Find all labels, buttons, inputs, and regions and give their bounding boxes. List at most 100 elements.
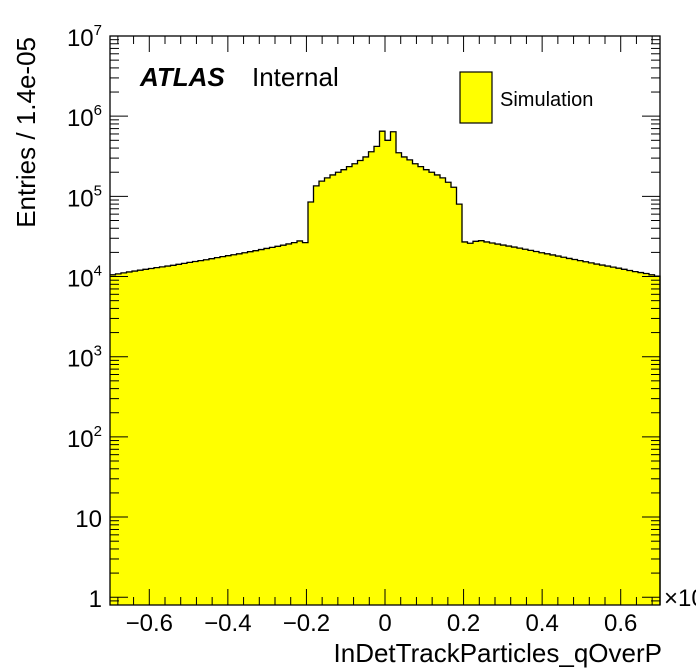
histogram-bin xyxy=(462,241,469,605)
histogram-bin xyxy=(643,273,650,605)
histogram-bin xyxy=(352,163,359,605)
histogram-bin xyxy=(346,166,353,605)
histogram-bin xyxy=(423,169,430,605)
y-tick-label: 10 xyxy=(75,506,102,533)
histogram-bin xyxy=(198,260,205,605)
histogram-bin xyxy=(187,262,194,605)
histogram-bin xyxy=(522,249,529,606)
histogram-bin xyxy=(440,177,447,605)
histogram-bin xyxy=(572,259,579,605)
histogram-bin xyxy=(539,252,546,606)
histogram-bin xyxy=(467,243,474,605)
y-tick-label: 102 xyxy=(67,423,102,453)
histogram-bin xyxy=(297,240,304,605)
y-tick-label: 104 xyxy=(67,263,102,293)
histogram-bin xyxy=(269,247,276,605)
histogram-bin xyxy=(192,261,199,605)
histogram-bin xyxy=(242,252,249,606)
histogram-bin xyxy=(550,254,557,606)
histogram-bin xyxy=(363,156,370,605)
histogram-bin xyxy=(478,240,485,605)
histogram-bin xyxy=(407,159,414,605)
histogram-bin xyxy=(500,245,507,606)
histogram-bin xyxy=(616,268,623,605)
histogram-bin xyxy=(137,270,144,605)
histogram-bin xyxy=(583,261,590,605)
x-tick-label: 0.4 xyxy=(525,610,558,637)
x-tick-labels: −0.6 −0.4 −0.2 0 0.2 0.4 0.6 xyxy=(126,610,638,637)
histogram-outline xyxy=(110,130,661,605)
histogram-bin xyxy=(566,258,573,605)
histogram-bin xyxy=(379,131,386,605)
atlas-label: ATLAS xyxy=(139,62,225,92)
histogram-bin xyxy=(110,274,117,605)
histogram-bin xyxy=(495,244,502,605)
y-tick-label: 107 xyxy=(67,22,102,52)
histogram-bin xyxy=(126,271,133,605)
histogram-bin xyxy=(209,258,216,605)
histogram-bin xyxy=(632,271,639,605)
histogram-bin xyxy=(588,262,595,605)
histogram-bin xyxy=(445,182,452,606)
histogram-bin xyxy=(429,172,436,605)
y-axis-title: Entries / 1.4e-05 xyxy=(11,37,41,228)
histogram-bin xyxy=(506,246,513,606)
histogram-bin xyxy=(176,264,183,605)
y-tick-label: 1 xyxy=(89,586,102,613)
histogram-bin xyxy=(165,266,172,605)
y-tick-label: 103 xyxy=(67,343,102,373)
histogram-bin xyxy=(594,264,601,605)
x-axis-multiplier: ×10 xyxy=(664,585,696,612)
x-tick-label: 0.6 xyxy=(604,610,637,637)
histogram-bin xyxy=(374,146,381,605)
histogram-bin xyxy=(275,246,282,605)
histogram-bin xyxy=(577,260,584,605)
histogram-bin xyxy=(638,272,645,605)
x-tick-label: −0.2 xyxy=(283,610,330,637)
histogram-bin xyxy=(511,247,518,605)
histogram-bin xyxy=(330,174,337,605)
histogram-bin xyxy=(121,272,128,605)
histogram-bin xyxy=(181,263,188,605)
histogram-bin xyxy=(170,265,177,605)
histogram-bin xyxy=(280,245,287,605)
x-tick-label: 0.2 xyxy=(447,610,480,637)
histogram-bin xyxy=(286,243,293,605)
histogram-bin xyxy=(143,269,150,605)
histogram-bin xyxy=(115,273,122,605)
histogram-bin xyxy=(291,242,298,605)
histogram-bin xyxy=(302,242,309,605)
histogram-bin xyxy=(418,166,425,605)
histogram-bin xyxy=(264,248,271,605)
histogram-bin xyxy=(473,241,480,606)
histogram-bin xyxy=(368,151,375,605)
x-axis-title: InDetTrackParticles_qOverP xyxy=(334,638,662,668)
histogram-bin xyxy=(308,202,315,605)
histogram-bin xyxy=(456,204,463,605)
histogram-bin xyxy=(236,253,243,605)
legend-swatch xyxy=(459,71,493,124)
histogram-bin xyxy=(319,181,326,605)
histogram-bin xyxy=(649,274,656,605)
histogram-bin xyxy=(517,248,524,605)
x-tick-label: 0 xyxy=(378,610,391,637)
histogram-bin xyxy=(544,253,551,605)
histogram-bin xyxy=(484,241,491,605)
histogram-bin xyxy=(203,259,210,605)
histogram-bin xyxy=(324,177,331,605)
axis-ticks xyxy=(110,35,660,606)
histogram-bin xyxy=(555,256,562,605)
internal-label: Internal xyxy=(252,62,339,92)
histogram-bin xyxy=(610,267,617,605)
legend-label: Simulation xyxy=(500,89,593,111)
histogram-bars xyxy=(110,131,661,606)
histogram-bin xyxy=(412,163,419,605)
histogram-bin xyxy=(220,256,227,605)
histogram-bin xyxy=(605,266,612,605)
histogram-bin xyxy=(533,251,540,605)
histogram-bin xyxy=(225,255,232,605)
histogram-bin xyxy=(357,160,364,605)
histogram-bin xyxy=(154,267,161,605)
histogram-bin xyxy=(253,250,260,605)
